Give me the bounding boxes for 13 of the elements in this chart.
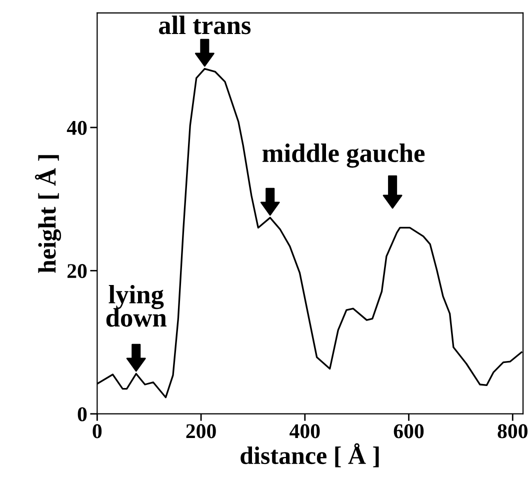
x-tick-label: 600 bbox=[394, 424, 424, 438]
y-tick-label: 20 bbox=[67, 264, 87, 278]
y-tick-label: 40 bbox=[66, 120, 87, 135]
x-tick-label: 0 bbox=[92, 424, 102, 438]
x-tick-label: 800 bbox=[498, 424, 528, 438]
y-tick-label: 0 bbox=[78, 407, 87, 422]
x-tick-label: 400 bbox=[290, 424, 320, 438]
x-axis-title: distance [ Å ] bbox=[240, 443, 379, 468]
annotation: all trans bbox=[158, 16, 251, 34]
x-tick-label: 200 bbox=[186, 424, 216, 438]
annotation: lying down bbox=[106, 284, 167, 327]
y-axis-title: height [ Å ] bbox=[34, 155, 62, 273]
annotation: middle gauche bbox=[262, 144, 425, 168]
